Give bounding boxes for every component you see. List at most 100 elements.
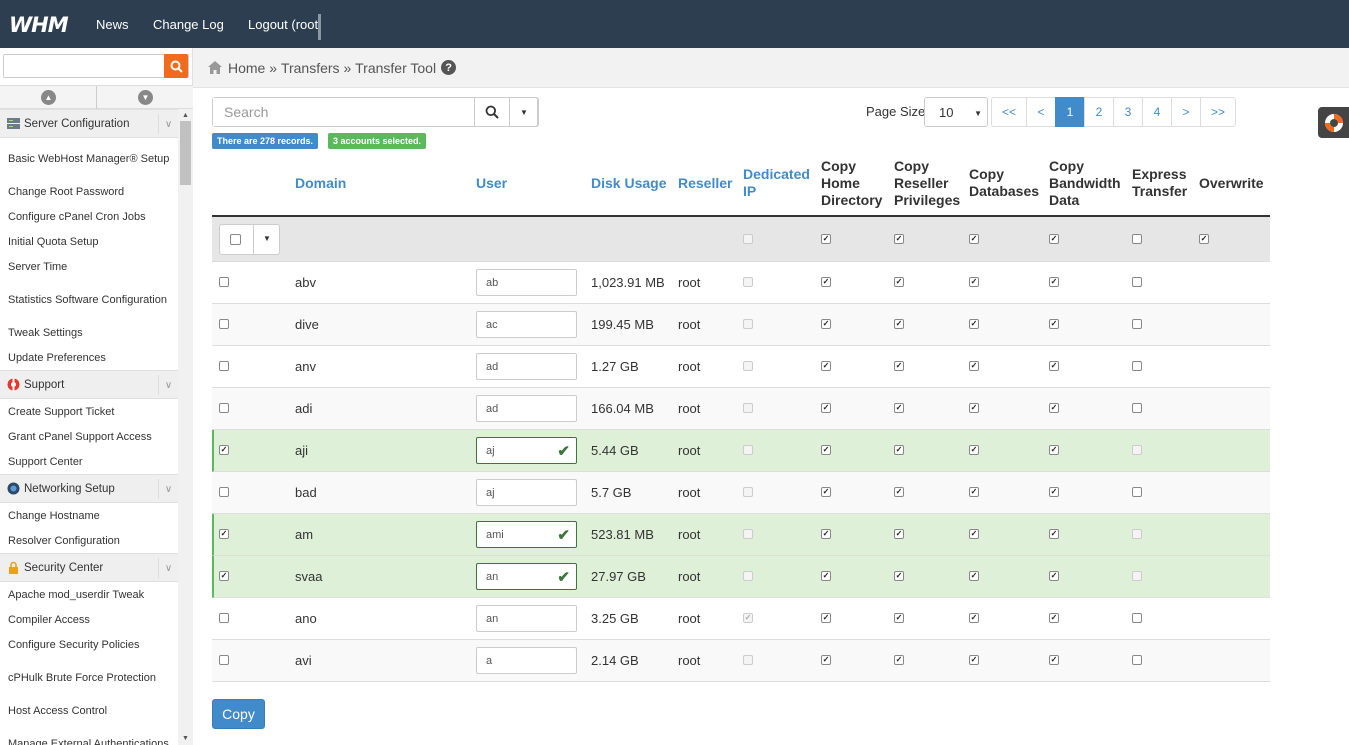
sidebar-section-support[interactable]: Support ∨ [0,370,178,399]
row-select-checkbox[interactable] [219,487,229,497]
sidebar-item[interactable]: Statistics Software Configuration [8,293,167,306]
checkbox-copy-bw[interactable] [1049,277,1059,287]
sidebar-item[interactable]: Update Preferences [8,351,106,364]
home-icon[interactable] [208,61,222,74]
checkbox-express[interactable] [1132,277,1142,287]
checkbox-copy-reseller[interactable] [894,655,904,665]
target-user-field[interactable]: an ✔ [476,563,577,590]
column-header-user[interactable]: User [476,175,508,191]
chevron-down-icon[interactable]: ∨ [158,558,178,578]
chevron-down-icon[interactable]: ▼ [138,90,153,105]
chevron-up-icon[interactable]: ▲ [41,90,56,105]
page-button[interactable]: 2 [1084,97,1114,127]
target-user-field[interactable]: ab [476,269,577,296]
row-select-checkbox[interactable] [219,445,229,455]
breadcrumb-home[interactable]: Home [228,59,266,76]
sidebar-item[interactable]: Change Hostname [8,509,100,522]
checkbox-copy-bw[interactable] [1049,571,1059,581]
checkbox-express[interactable] [1132,613,1142,623]
page-button[interactable]: >> [1200,97,1236,127]
target-user-field[interactable]: aj [476,479,577,506]
header-checkbox-overwrite[interactable] [1199,234,1209,244]
target-user-field[interactable]: ami ✔ [476,521,577,548]
sidebar-item[interactable]: Initial Quota Setup [8,235,99,248]
page-button[interactable]: << [991,97,1027,127]
checkbox-copy-home[interactable] [821,571,831,581]
checkbox-copy-home[interactable] [821,277,831,287]
nav-change-log[interactable]: Change Log [153,17,224,32]
row-select-checkbox[interactable] [219,529,229,539]
header-checkbox-copy-home[interactable] [821,234,831,244]
target-user-field[interactable]: aj ✔ [476,437,577,464]
checkbox-express[interactable] [1132,403,1142,413]
chevron-down-icon[interactable]: ∨ [158,114,178,134]
chevron-down-icon[interactable]: ∨ [158,479,178,499]
quick-search-input[interactable] [4,55,162,77]
checkbox-copy-home[interactable] [821,445,831,455]
search-input[interactable] [213,98,474,126]
checkbox-copy-bw[interactable] [1049,529,1059,539]
chevron-down-icon[interactable]: ∨ [158,375,178,395]
checkbox-express[interactable] [1132,655,1142,665]
help-icon[interactable]: ? [441,60,457,75]
checkbox-copy-bw[interactable] [1049,655,1059,665]
checkbox-copy-reseller[interactable] [894,361,904,371]
checkbox-copy-reseller[interactable] [894,487,904,497]
sidebar-section-networking-setup[interactable]: Networking Setup ∨ [0,474,178,503]
checkbox-copy-home[interactable] [821,529,831,539]
checkbox-copy-db[interactable] [969,445,979,455]
scroll-down-icon[interactable]: ▼ [182,735,189,742]
sidebar-item[interactable]: Configure cPanel Cron Jobs [8,210,146,223]
select-all-checkbox[interactable] [230,234,241,245]
sidebar-item[interactable]: Support Center [8,455,83,468]
page-button[interactable]: 1 [1055,97,1085,127]
row-select-checkbox[interactable] [219,277,229,287]
page-size-select[interactable]: 10 ▼ [924,97,988,127]
target-user-field[interactable]: ad [476,395,577,422]
checkbox-copy-db[interactable] [969,487,979,497]
sidebar-scrollbar[interactable]: ▲ ▼ [178,109,193,745]
checkbox-copy-home[interactable] [821,655,831,665]
checkbox-copy-home[interactable] [821,613,831,623]
checkbox-copy-bw[interactable] [1049,445,1059,455]
bulk-select-dropdown[interactable]: ▼ [219,224,280,255]
sidebar-item[interactable]: Configure Security Policies [8,638,140,651]
checkbox-copy-bw[interactable] [1049,613,1059,623]
target-user-field[interactable]: an [476,605,577,632]
header-checkbox-express[interactable] [1132,234,1142,244]
search-options-dropdown[interactable]: ▼ [509,97,539,127]
checkbox-copy-bw[interactable] [1049,319,1059,329]
sidebar-item[interactable]: Manage External Authentications [8,737,169,745]
target-user-field[interactable]: ac [476,311,577,338]
breadcrumb-transfers[interactable]: Transfers [280,59,340,76]
row-select-checkbox[interactable] [219,655,229,665]
checkbox-copy-reseller[interactable] [894,277,904,287]
sidebar-section-security-center[interactable]: Security Center ∨ [0,553,178,582]
sidebar-item[interactable]: Server Time [8,260,68,273]
page-button[interactable]: > [1171,97,1201,127]
search-icon[interactable] [164,54,188,78]
column-header-reseller[interactable]: Reseller [678,175,733,191]
checkbox-copy-reseller[interactable] [894,319,904,329]
target-user-field[interactable]: ad [476,353,577,380]
whm-logo[interactable]: WHM [9,13,69,37]
checkbox-copy-home[interactable] [821,403,831,413]
checkbox-express[interactable] [1132,361,1142,371]
checkbox-copy-bw[interactable] [1049,487,1059,497]
sidebar-item[interactable]: Apache mod_userdir Tweak [8,588,145,601]
checkbox-copy-reseller[interactable] [894,613,904,623]
scroll-up-icon[interactable]: ▲ [182,112,189,119]
column-header-dedicated-ip[interactable]: Dedicated IP [743,166,810,200]
sidebar-item[interactable]: Create Support Ticket [8,405,115,418]
header-checkbox-copy-bw[interactable] [1049,234,1059,244]
copy-button[interactable]: Copy [212,699,265,729]
checkbox-copy-db[interactable] [969,655,979,665]
row-select-checkbox[interactable] [219,403,229,413]
page-button[interactable]: < [1026,97,1056,127]
checkbox-copy-home[interactable] [821,361,831,371]
checkbox-copy-db[interactable] [969,319,979,329]
column-header-disk-usage[interactable]: Disk Usage [591,175,667,191]
sidebar-item[interactable]: Basic WebHost Manager® Setup [8,152,170,165]
header-checkbox-copy-reseller[interactable] [894,234,904,244]
header-checkbox-copy-db[interactable] [969,234,979,244]
